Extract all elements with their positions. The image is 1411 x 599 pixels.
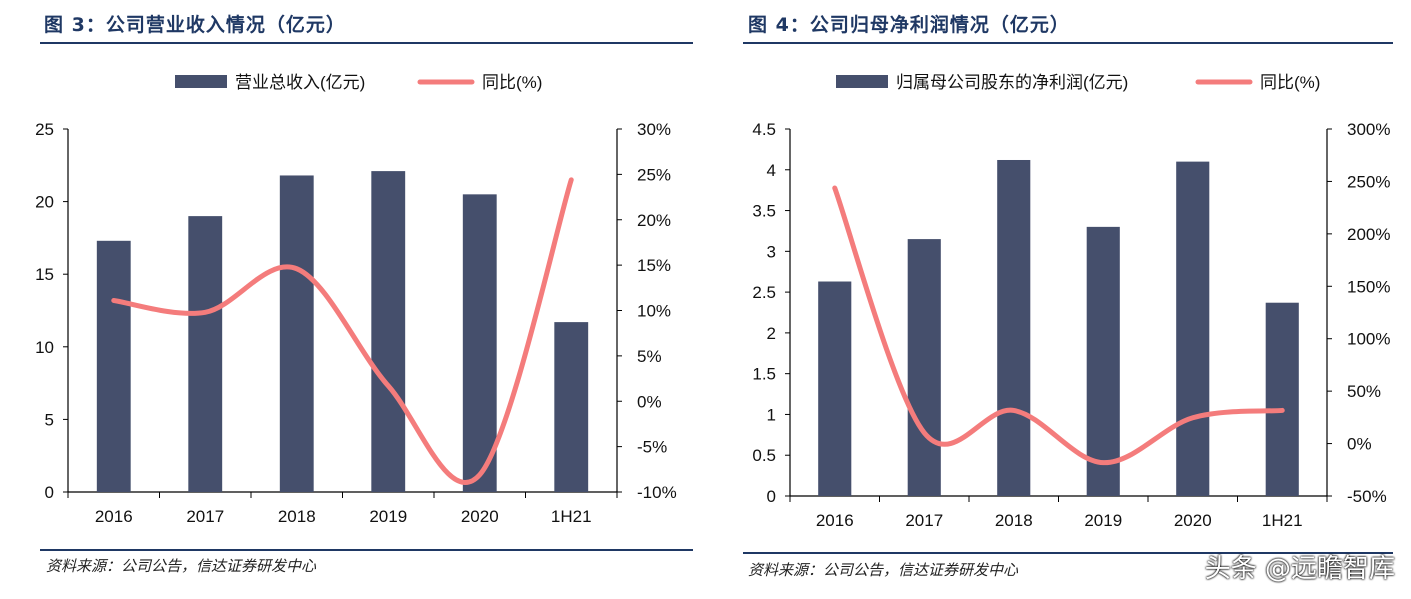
- right-tick-label: 300%: [1347, 120, 1390, 139]
- bar-2016: [818, 281, 852, 496]
- left-tick-label: 4.5: [752, 120, 776, 139]
- bar-2016: [96, 240, 131, 492]
- title-rule: [40, 42, 693, 44]
- left-tick-label: 0: [767, 487, 776, 506]
- left-tick-label: 2: [767, 324, 776, 343]
- bar-1H21: [554, 322, 589, 492]
- bar-2017: [907, 239, 941, 496]
- x-tick-label: 2018: [995, 511, 1033, 530]
- left-tick-label: 0.5: [752, 446, 776, 465]
- right-tick-label: 250%: [1347, 172, 1390, 191]
- right-tick-label: 150%: [1347, 277, 1390, 296]
- right-tick-label: -5%: [637, 438, 667, 457]
- legend-bar-swatch: [175, 75, 227, 88]
- legend-bar-label: 归属母公司股东的净利润(亿元): [896, 73, 1128, 92]
- left-tick-label: 20: [35, 193, 54, 212]
- x-tick-label: 2017: [186, 507, 224, 526]
- legend-bar-label: 营业总收入(亿元): [235, 73, 365, 92]
- x-tick-label: 2016: [95, 507, 133, 526]
- right-tick-label: -10%: [637, 483, 677, 502]
- right-tick-label: 20%: [637, 211, 671, 230]
- left-tick-label: 0: [45, 483, 54, 502]
- right-tick-label: 15%: [637, 256, 671, 275]
- title-rule: [743, 42, 1393, 44]
- right-tick-label: 30%: [637, 120, 671, 139]
- bar-2020: [462, 194, 497, 492]
- right-tick-label: 10%: [637, 302, 671, 321]
- bar-2019: [371, 171, 406, 492]
- right-tick-label: 25%: [637, 165, 671, 184]
- yoy-line: [111, 177, 574, 485]
- right-tick-label: 50%: [1347, 382, 1381, 401]
- source-note-4: 资料来源：公司公告，信达证券研发中心: [748, 561, 1019, 579]
- right-tick-label: 0%: [637, 392, 662, 411]
- left-tick-label: 3.5: [752, 202, 776, 221]
- bar-1H21: [1265, 302, 1299, 496]
- x-tick-label: 1H21: [551, 507, 592, 526]
- legend-line-label: 同比(%): [1260, 73, 1320, 92]
- x-tick-label: 2018: [278, 507, 316, 526]
- left-tick-label: 10: [35, 338, 54, 357]
- source-rule: [40, 549, 693, 551]
- watermark: 头条 @远瞻智库: [1204, 554, 1395, 584]
- yoy-line: [832, 185, 1285, 466]
- bar-2018: [997, 159, 1031, 497]
- left-tick-label: 1.5: [752, 365, 776, 384]
- right-tick-label: 100%: [1347, 330, 1390, 349]
- x-tick-label: 2020: [1174, 511, 1212, 530]
- bar-2018: [279, 175, 314, 493]
- left-tick-label: 5: [45, 410, 54, 429]
- x-tick-label: 1H21: [1262, 511, 1303, 530]
- legend-bar-swatch: [836, 75, 888, 88]
- right-tick-label: 0%: [1347, 435, 1372, 454]
- right-tick-label: 200%: [1347, 225, 1390, 244]
- x-tick-label: 2019: [1084, 511, 1122, 530]
- bar-2020: [1176, 161, 1210, 496]
- chart-title-4: 图 4：公司归母净利润情况（亿元）: [748, 14, 1070, 36]
- left-tick-label: 25: [35, 120, 54, 139]
- right-tick-label: -50%: [1347, 487, 1387, 506]
- right-tick-label: 5%: [637, 347, 662, 366]
- bar-2017: [188, 216, 223, 492]
- left-tick-label: 15: [35, 265, 54, 284]
- left-tick-label: 4: [767, 161, 776, 180]
- x-tick-label: 2017: [905, 511, 943, 530]
- bar-2019: [1086, 226, 1120, 496]
- left-tick-label: 3: [767, 242, 776, 261]
- left-tick-label: 1: [767, 405, 776, 424]
- x-tick-label: 2019: [369, 507, 407, 526]
- x-tick-label: 2016: [816, 511, 854, 530]
- legend-line-label: 同比(%): [482, 73, 542, 92]
- source-rule: [743, 552, 1393, 554]
- x-tick-label: 2020: [461, 507, 499, 526]
- left-tick-label: 2.5: [752, 283, 776, 302]
- source-note-3: 资料来源：公司公告，信达证券研发中心: [46, 557, 317, 575]
- chart-title-3: 图 3：公司营业收入情况（亿元）: [44, 14, 346, 36]
